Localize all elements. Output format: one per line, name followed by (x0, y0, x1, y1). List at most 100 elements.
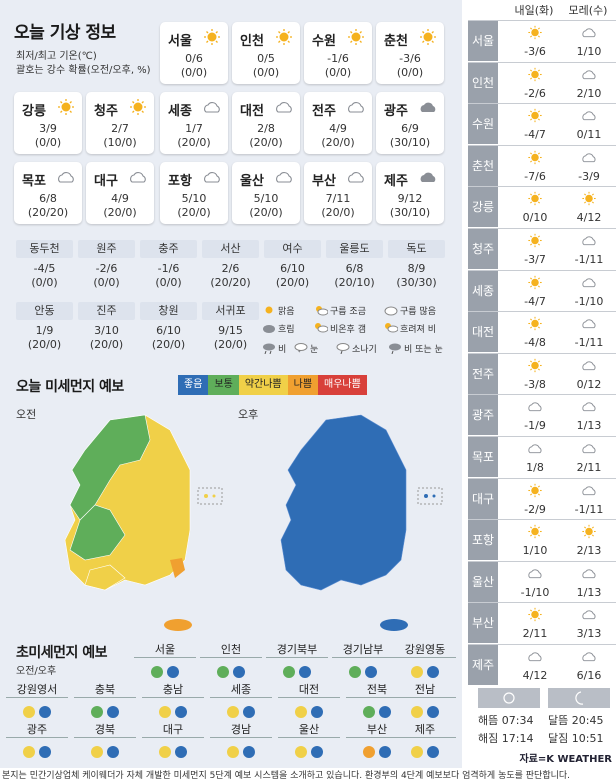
region-name: 서산 (202, 240, 259, 258)
city-name: 대구 (94, 174, 118, 189)
sun-icon (526, 358, 544, 373)
am-dot (411, 706, 423, 718)
fine-dots (142, 743, 204, 762)
fine-dust-region: 인천 (200, 642, 262, 682)
city-prob: (10/0) (103, 136, 137, 149)
fine-dust-region: 대전 (278, 682, 340, 722)
forecast-city: 세종 (468, 270, 498, 311)
subtitle: 최저/최고 기온(℃) 괄호는 강수 확률(오전/오후, %) (16, 50, 151, 78)
region-cell: 충주 -1/6 (0/0) (138, 240, 199, 300)
legend-snow: 눈 (310, 345, 319, 355)
tomorrow-temp: -3/7 (524, 253, 546, 266)
region-temp: -4/5 (33, 262, 56, 275)
forecast-city: 춘천 (468, 145, 498, 186)
pm-dot (175, 746, 187, 758)
region-prob: (20/0) (27, 338, 62, 351)
fine-region-name: 인천 (200, 642, 262, 658)
legend-rain-or-snow: 비 또는 눈 (404, 345, 443, 355)
shower-icon (336, 343, 350, 354)
forecast-row: 인천 -2/6 2/10 (468, 61, 616, 103)
cloud-icon (580, 233, 598, 248)
cloud-icon (346, 168, 366, 186)
sun-icon (526, 67, 544, 82)
cloud-icon (580, 150, 598, 165)
region-name: 독도 (388, 240, 445, 258)
cloud-icon (56, 168, 76, 186)
city-name: 광주 (384, 104, 408, 119)
pm-dot (311, 706, 323, 718)
dayafter-temp: -1/11 (574, 336, 604, 350)
scale-item: 보통 (208, 375, 239, 395)
city-prob: (20/0) (249, 136, 283, 149)
pm-dot (379, 746, 391, 758)
region-cell: 창원 6/10 (20/0) (138, 302, 199, 362)
fine-dots (346, 743, 408, 762)
am-dot (363, 706, 375, 718)
fine-dots (200, 663, 262, 682)
dark-cloud-icon (263, 325, 275, 333)
fine-region-name: 경남 (210, 722, 272, 738)
sun-icon (526, 524, 544, 539)
city-name: 부산 (312, 174, 336, 189)
tomorrow-temp: -1/9 (524, 419, 546, 433)
am-dot (23, 706, 35, 718)
source-prefix: 자료= (519, 754, 547, 765)
moonrise-time: 달뜸 20:45 (548, 714, 604, 727)
fine-region-name: 전북 (346, 682, 408, 698)
dayafter-temp: 2/10 (576, 86, 602, 100)
region-temp: 2/6 (221, 262, 240, 275)
region-name: 진주 (78, 302, 135, 320)
cloud-icon (580, 25, 598, 40)
sun-icon (526, 316, 544, 331)
city-name: 울산 (240, 174, 264, 189)
region-temp: 3/10 (94, 324, 119, 337)
region-prob: (0/0) (31, 276, 58, 289)
pm-dot (299, 666, 311, 678)
forecast-city: 제주 (468, 645, 498, 685)
pm-dust-map (280, 414, 408, 631)
forecast-city: 포항 (468, 520, 498, 561)
snow-icon: * (294, 343, 308, 354)
fine-region-name: 대전 (278, 682, 340, 698)
cloud-icon (580, 275, 598, 290)
fine-dust-region: 서울 (134, 642, 196, 682)
cloud-icon (384, 306, 398, 316)
city-temp: 6/9 (401, 122, 419, 135)
sun-icon (128, 98, 148, 116)
fine-dust-region: 전북 (346, 682, 408, 722)
forecast-row: 강릉 0/10 4/12 (468, 186, 616, 228)
am-dot (363, 746, 375, 758)
legend-many-clouds: 구름 많음 (400, 307, 436, 317)
city-card-5: 청주 2/7 (10/0) (86, 92, 154, 154)
fine-dots (74, 703, 136, 722)
dayafter-temp: 1/10 (576, 45, 602, 58)
fine-dots (278, 703, 340, 722)
cloud-icon (580, 67, 598, 82)
fine-region-name: 부산 (346, 722, 408, 738)
forecast-city: 대구 (468, 478, 498, 519)
cloud-icon (580, 108, 598, 123)
legend-cloudy: 흐림 (278, 325, 295, 335)
moon-icon (575, 691, 584, 705)
city-card-10: 목포 6/8 (20/20) (14, 162, 82, 224)
am-dot (411, 746, 423, 758)
city-prob: (20/0) (321, 136, 355, 149)
sun-icon (526, 150, 544, 165)
cloud-icon (128, 168, 148, 186)
region-cell: 안동 1/9 (20/0) (14, 302, 75, 362)
cloud-icon (580, 441, 598, 456)
forecast-row: 수원 -4/7 0/11 (468, 103, 616, 145)
city-card-2: 수원 -1/6 (0/0) (304, 22, 372, 84)
fine-dots (346, 703, 408, 722)
region-temp: -2/6 (95, 262, 118, 275)
city-temp: 0/6 (185, 52, 203, 65)
tomorrow-temp: -4/8 (524, 336, 546, 350)
forecast-row: 포항 1/10 2/13 (468, 519, 616, 561)
city-temp: -3/6 (399, 52, 421, 65)
forecast-city: 울산 (468, 561, 498, 602)
city-temp: 7/11 (325, 192, 351, 205)
fine-dust-region: 경기남부 (332, 642, 394, 682)
fine-dust-region: 부산 (346, 722, 408, 762)
cloud-icon (580, 483, 598, 498)
tomorrow-temp: 2/11 (522, 627, 548, 641)
